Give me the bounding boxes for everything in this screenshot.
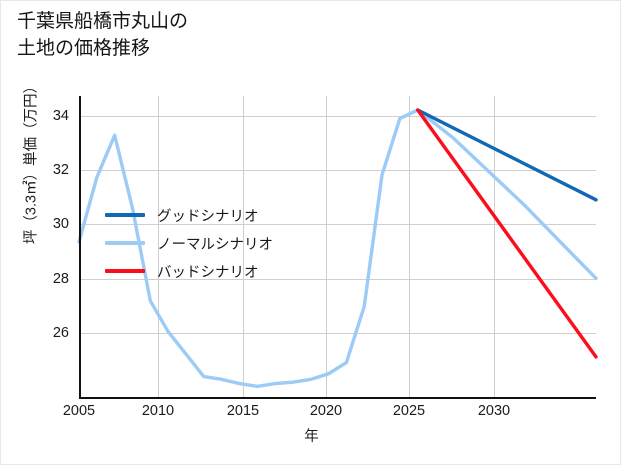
gridline-y-30 bbox=[79, 224, 596, 225]
gridline-x-2030 bbox=[494, 96, 495, 399]
legend: グッドシナリオ ノーマルシナリオ バッドシナリオ bbox=[105, 201, 273, 285]
legend-item-bad[interactable]: バッドシナリオ bbox=[105, 257, 273, 285]
legend-item-normal[interactable]: ノーマルシナリオ bbox=[105, 229, 273, 257]
x-tick-2025: 2025 bbox=[392, 403, 426, 419]
x-axis-title: 年 bbox=[304, 429, 319, 445]
y-axis-title: 坪（3.3㎡）単価（万円） bbox=[23, 78, 40, 245]
chart-title: 千葉県船橋市丸山の 土地の価格推移 bbox=[17, 11, 189, 59]
series-layer bbox=[77, 108, 598, 389]
legend-swatch-normal-icon bbox=[105, 241, 145, 245]
plot-area bbox=[77, 96, 598, 399]
x-tick-2005: 2005 bbox=[62, 403, 96, 419]
line-good-scenario bbox=[416, 108, 598, 202]
x-tick-2010: 2010 bbox=[141, 403, 175, 419]
legend-label-good: グッドシナリオ bbox=[157, 208, 259, 225]
gridline-x-2020 bbox=[326, 96, 327, 399]
gridline-x-2025 bbox=[409, 96, 410, 399]
y-tick-32: 32 bbox=[52, 162, 69, 178]
y-tick-30: 30 bbox=[52, 216, 69, 232]
gridline-y-28 bbox=[79, 279, 596, 280]
legend-label-bad: バッドシナリオ bbox=[157, 264, 259, 281]
x-tick-2015: 2015 bbox=[226, 403, 260, 419]
y-axis-tick-labels: 26 28 30 32 34 bbox=[1, 1, 79, 466]
legend-label-normal: ノーマルシナリオ bbox=[157, 236, 273, 253]
legend-swatch-bad-icon bbox=[105, 269, 145, 273]
x-tick-2020: 2020 bbox=[309, 403, 343, 419]
legend-swatch-good-icon bbox=[105, 213, 145, 217]
line-bad-scenario bbox=[416, 108, 598, 359]
plot-frame bbox=[79, 96, 596, 399]
gridline-y-34 bbox=[79, 116, 596, 117]
line-normal-scenario bbox=[77, 108, 598, 389]
y-tick-26: 26 bbox=[52, 325, 69, 341]
y-tick-34: 34 bbox=[52, 108, 69, 124]
y-tick-28: 28 bbox=[52, 271, 69, 287]
x-tick-2030: 2030 bbox=[477, 403, 511, 419]
gridline-y-26 bbox=[79, 333, 596, 334]
gridline-y-32 bbox=[79, 170, 596, 171]
gridline-x-2010 bbox=[158, 96, 159, 399]
gridline-x-2015 bbox=[243, 96, 244, 399]
legend-item-good[interactable]: グッドシナリオ bbox=[105, 201, 273, 229]
